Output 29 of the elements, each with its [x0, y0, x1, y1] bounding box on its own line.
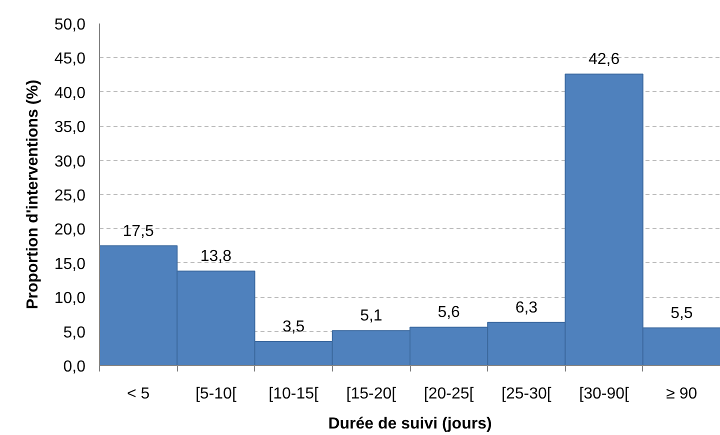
data-label: 3,5: [282, 318, 305, 336]
x-axis-title: Durée de suivi (jours): [328, 416, 492, 432]
x-tick-label: [15-20[: [346, 386, 397, 402]
y-tick-label: 20,0: [54, 222, 86, 239]
y-tick-label: 5,0: [63, 324, 86, 342]
data-label: 5,1: [360, 308, 382, 325]
y-axis-title: Proportion d'interventions (%): [24, 80, 42, 310]
y-tick-label: 35,0: [54, 119, 86, 136]
data-label: 5,5: [670, 304, 693, 322]
x-tick-label: [30-90[: [579, 386, 630, 402]
y-tick-label: 45,0: [54, 50, 86, 68]
x-tick-label: [10-15[: [268, 386, 320, 402]
y-tick-label: 25,0: [54, 188, 86, 204]
y-tick-label: 0,0: [63, 358, 86, 376]
y-tick-label: 30,0: [54, 153, 86, 170]
data-label: 6,3: [515, 299, 538, 316]
data-label: 13,8: [200, 248, 232, 266]
x-tick-label: < 5: [126, 386, 150, 402]
data-label: 42,6: [588, 51, 620, 68]
data-label: 5,6: [438, 304, 460, 322]
y-tick-label: 40,0: [54, 84, 86, 102]
x-tick-label: ≥ 90: [666, 386, 698, 402]
data-label: 17,5: [122, 222, 154, 240]
x-tick-label: [5-10[: [195, 386, 237, 402]
y-tick-label: 50,0: [54, 16, 86, 34]
y-tick-label: 10,0: [54, 290, 86, 308]
y-tick-label: 15,0: [54, 256, 86, 273]
x-tick-label: [25-30[: [502, 386, 552, 402]
x-tick-label: [20-25[: [424, 386, 474, 402]
